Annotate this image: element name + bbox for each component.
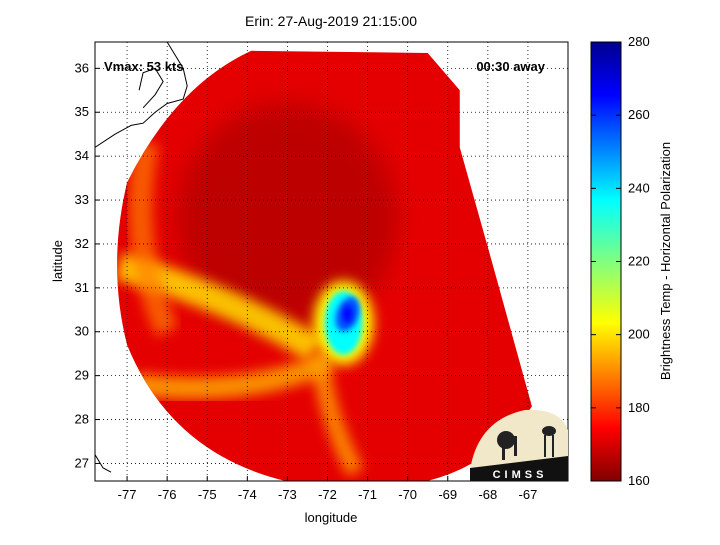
- y-tick-label: 28: [75, 412, 89, 427]
- logo-text: CIMSS: [493, 469, 548, 481]
- x-tick-label: -74: [238, 487, 257, 502]
- rainband-western-edge: [128, 140, 179, 337]
- colorbar-tick-label: 240: [628, 180, 650, 195]
- chart-title: Erin: 27-Aug-2019 21:15:00: [245, 13, 417, 29]
- time-away-annotation: 00:30 away: [476, 59, 545, 74]
- colorbar-ticks: 160 180 200 220 240 260 280: [591, 34, 650, 488]
- y-tick-label: 33: [75, 192, 89, 207]
- y-axis-label: latitude: [50, 240, 65, 282]
- plot-area: [95, 42, 568, 481]
- vmax-annotation: Vmax: 53 kts: [104, 59, 184, 74]
- y-tick-label: 27: [75, 455, 89, 470]
- y-tick-label: 35: [75, 104, 89, 119]
- colorbar-label: Brightness Temp - Horizontal Polarizatio…: [658, 142, 673, 380]
- satellite-dish-icon: [497, 431, 515, 449]
- cimss-logo: CIMSS: [470, 409, 568, 481]
- x-tick-label: -67: [519, 487, 538, 502]
- coastline: [95, 42, 188, 473]
- rainband-southwest: [133, 352, 332, 400]
- colorbar-tick-label: 200: [628, 327, 650, 342]
- x-tick-label: -69: [438, 487, 457, 502]
- colorbar-tick-label: 180: [628, 400, 650, 415]
- y-tick-label: 36: [75, 60, 89, 75]
- coldest-core-center: [342, 305, 353, 324]
- coastline-sound: [138, 67, 164, 109]
- colorbar-tick-label: 160: [628, 473, 650, 488]
- x-tick-label: -71: [358, 487, 377, 502]
- x-axis-ticks: -77 -76 -75 -74 -73 -72 -71 -70 -69 -68 -67: [118, 476, 538, 502]
- warm-region: [177, 102, 398, 333]
- coastline-bahamas: [95, 454, 112, 473]
- y-tick-label: 29: [75, 368, 89, 383]
- y-axis-ticks: 27 28 29 30 31 32 33 34 35 36: [75, 60, 100, 470]
- x-tick-label: -76: [158, 487, 177, 502]
- colorbar-tick-label: 220: [628, 254, 650, 269]
- x-tick-label: -73: [278, 487, 297, 502]
- y-tick-label: 32: [75, 236, 89, 251]
- x-tick-label: -72: [318, 487, 337, 502]
- colorbar-tick-label: 280: [628, 34, 650, 49]
- y-tick-label: 31: [75, 280, 89, 295]
- x-tick-label: -77: [118, 487, 137, 502]
- plot-frame: [94, 41, 569, 482]
- grid-lines: [95, 42, 568, 481]
- coastline-nc: [95, 42, 188, 148]
- y-tick-label: 34: [75, 148, 89, 163]
- x-axis-label: longitude: [305, 510, 358, 525]
- x-tick-label: -70: [398, 487, 417, 502]
- rainband-south: [310, 356, 364, 477]
- y-tick-label: 30: [75, 324, 89, 339]
- water-tower-icon: [542, 426, 556, 436]
- x-tick-label: -75: [198, 487, 217, 502]
- colorbar-tick-label: 260: [628, 107, 650, 122]
- x-tick-label: -68: [478, 487, 497, 502]
